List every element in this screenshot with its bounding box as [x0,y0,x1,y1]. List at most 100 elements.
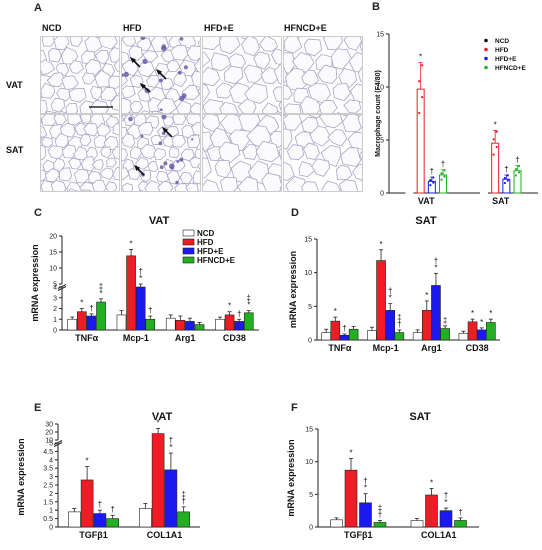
significance-mark-d-cd38-hfncd-e: * [489,309,492,318]
significance-mark-d-mcp-1-hfd: * [379,240,382,249]
significance-mark-d-mcp-1-hfncd-e: † [397,320,401,329]
data-point-b-vat-ncd [406,182,410,185]
significance-mark-b-vat-hfncd-e: † [441,160,445,169]
bar-d-tnf-ncd [321,332,331,341]
significance-mark-e-col1a1-hfd-e: † [169,436,173,445]
significance-mark-b-sat-hfncd-e: † [515,155,519,164]
data-point-b-sat-hfncd-e [517,164,521,168]
legend-marker-b-hfncd-e [484,65,488,70]
x-tick-label-f-tgf-1: TGFβ1 [344,530,373,540]
y-tick-label-e: 3.5 [43,466,53,473]
significance-mark-e-tgf-1-hfd-e: † [98,500,102,509]
data-point-b-vat-ncd [409,180,413,183]
bar-e-col1a1-hfd [151,433,165,528]
bar-c-cd38-hfd [224,314,235,331]
legend-swatch-c-hfncd-e [182,256,195,264]
significance-mark-d-arg1-hfd: * [425,291,428,300]
y-tick-label-c: 15 [49,250,57,257]
data-point-b-sat-hfd-e [503,181,506,185]
y-tick-label-f: 10 [305,459,313,466]
data-point-b-sat-hfncd-e [514,174,518,177]
bar-e-col1a1-hfncd-e [177,511,190,528]
bar-c-arg1-hfncd-e [194,324,205,331]
bar-c-tnf-ncd [67,318,78,331]
data-point-b-sat-ncd [484,171,487,174]
x-tick-label-d-cd38: CD38 [466,343,489,353]
data-point-b-sat-ncd [484,160,487,164]
y-tick-label-e: 1 [49,508,53,515]
data-point-b-vat-hfd-e [429,178,432,182]
bar-e-col1a1-hfd-e [164,469,178,528]
data-point-b-sat-hfncd-e [514,168,518,171]
data-point-b-vat-hfd-e [432,181,435,184]
significance-mark-e-tgf-1-hfd: * [86,457,89,466]
y-tick-label-c: 4 [53,285,57,292]
significance-mark-d-arg1-hfd-e: * [434,263,437,272]
bar-c-tnf-hfd [77,311,87,331]
y-axis-label-f: mRNA expression [286,439,296,516]
legend-swatch-c-hfd [182,238,195,246]
micrograph-vat-ncd [40,36,120,114]
y-tick-label-e: 1.5 [43,499,53,506]
data-point-b-vat-hfd-e [429,184,432,187]
bar-d-cd38-hfncd-e [486,322,496,341]
x-tick-label-c-cd38: CD38 [223,333,246,343]
significance-mark-c-mcp-1-hfd: * [130,239,133,248]
bar-d-cd38-hfd-e [476,329,487,341]
significance-mark-f-col1a1-hfd-e: † [444,491,448,500]
chart-title-d: SAT [415,215,436,227]
y-axis-label-d: mRNA expression [288,251,298,328]
column-label-hfd-e: HFD+E [204,23,234,33]
bar-b-sat-hfncd-e [513,170,522,194]
y-tick-label-e: 3 [49,474,53,481]
legend-swatch-c-ncd [182,229,195,237]
bar-c-mcp-1-hfd [126,255,136,331]
legend-label-b-ncd: NCD [495,38,509,45]
bar-c-cd38-hfd-e [234,321,244,331]
column-label-ncd: NCD [42,23,62,33]
bar-d-arg1-hfd-e [431,285,441,341]
legend-label-c-hfncd-e: HFNCD+E [197,256,236,265]
data-point-b-sat-hfd-e [506,179,509,182]
significance-mark-e-col1a1-hfd: * [157,418,160,427]
significance-mark-f-col1a1-hfd-e: * [444,498,447,507]
bar-f-tgf-1-hfncd-e [373,522,387,528]
micrograph-vat-hfd-e [202,36,282,114]
bar-c-tnf-hfd-e [86,315,97,331]
x-tick-label-b-vat: VAT [418,196,435,206]
data-point-b-sat-hfd [492,153,495,156]
significance-mark-d-arg1-hfncd-e: ‡ [443,316,447,325]
y-tick-label-e: 10 [45,438,53,445]
data-point-b-vat-hfd [421,95,424,99]
significance-mark-b-sat-hfd-e: † [504,165,508,174]
bar-b-vat-hfd [416,88,425,194]
panel-letter-f: F [291,402,298,414]
bar-f-col1a1-hfncd-e [454,520,467,528]
bar-b-sat-hfd-e [502,178,511,194]
y-tick-label-e: 0.5 [43,516,53,523]
legend-marker-b-hfd-e [484,56,488,61]
y-tick-label-d: 15 [304,237,312,244]
y-axis-label-b: Macrophage count (F4/80) [375,70,382,157]
y-tick-label-f: 0 [309,525,313,532]
bar-c-arg1-hfd [175,320,186,331]
bar-d-mcp-1-hfncd-e [394,332,405,341]
significance-mark-f-col1a1-hfd: * [430,478,433,487]
y-axis-label-c: mRNA expression [30,244,40,321]
data-point-b-vat-hfncd-e [440,178,443,181]
bar-f-tgf-1-ncd [330,519,343,528]
data-point-b-sat-hfncd-e [517,171,521,174]
y-tick-label-b: 0 [380,191,384,198]
significance-mark-c-mcp-1-hfncd-e: † [148,306,152,315]
x-tick-label-c-arg1: Arg1 [175,333,196,343]
y-tick-label-c: 20 [49,234,57,241]
y-tick-label-e: 30 [45,422,53,429]
significance-mark-f-tgf-1-hfd: * [349,448,352,457]
legend-label-c-hfd-e: HFD+E [197,247,224,256]
significance-mark-d-mcp-1-hfd-e: * [389,294,392,303]
y-tick-label-c: 5 [53,282,57,289]
data-point-b-sat-ncd [481,176,484,179]
bar-d-cd38-hfd [467,321,478,341]
y-tick-label-d: 0 [308,338,312,345]
